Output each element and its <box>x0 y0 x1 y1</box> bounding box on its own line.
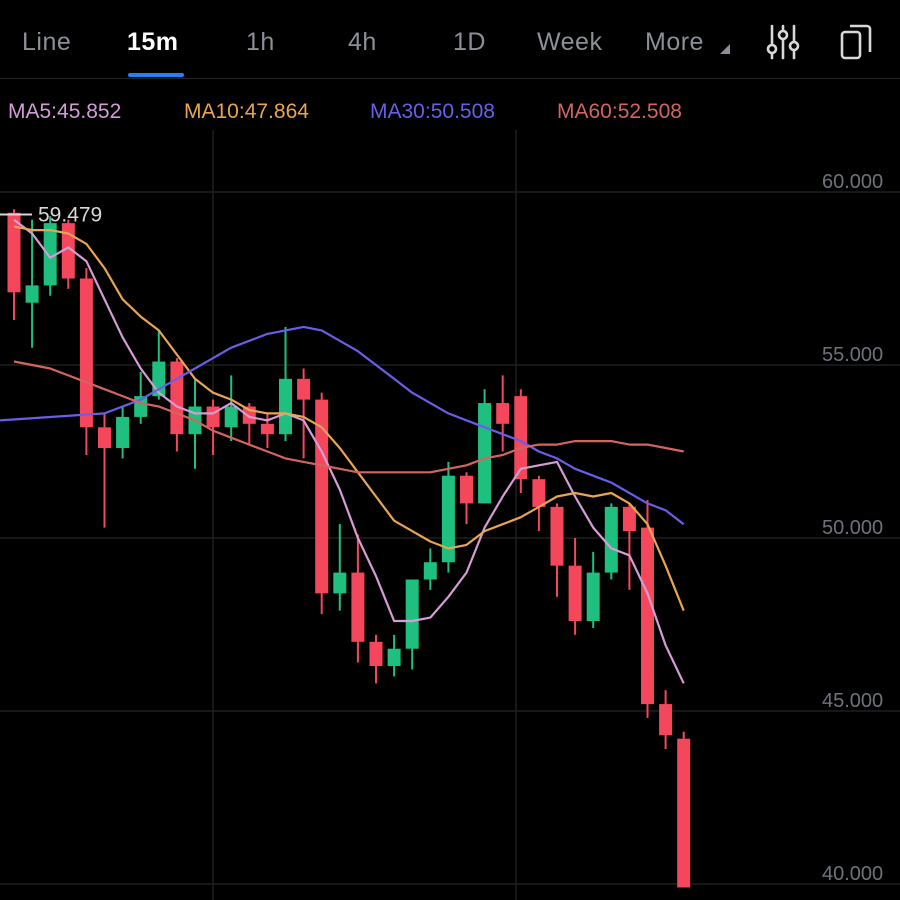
candle-up <box>387 634 401 677</box>
candle-up <box>586 551 600 628</box>
candle-body <box>116 416 130 449</box>
sliders-icon[interactable] <box>763 22 803 62</box>
high-marker-label: 59.479 <box>38 203 102 226</box>
candlestick-chart[interactable]: 60.000 55.000 50.000 45.000 40.000 59.479 <box>0 130 900 900</box>
candle-down <box>568 538 582 635</box>
candles <box>7 209 691 888</box>
candle-body <box>496 403 510 424</box>
candle-body <box>43 223 57 286</box>
candle-down <box>170 358 184 452</box>
candle-down <box>369 634 383 684</box>
candle-body <box>25 285 39 303</box>
candle-body <box>478 403 492 504</box>
candle-down <box>532 475 546 532</box>
candle-body <box>79 278 93 428</box>
candle-down <box>622 503 636 590</box>
candle-down <box>659 690 673 750</box>
candle-down <box>260 413 274 449</box>
candle-body <box>170 361 184 435</box>
ma30-line <box>0 325 685 526</box>
candle-body <box>405 579 419 649</box>
candle-body <box>423 562 437 580</box>
candle-down <box>641 499 654 718</box>
candle-body <box>7 212 21 293</box>
high-marker: 59.479 <box>0 203 102 226</box>
candle-body <box>622 506 636 532</box>
candle-down <box>61 219 75 289</box>
candle-body <box>351 572 365 642</box>
ma-lines <box>0 218 685 684</box>
candle-down <box>98 413 111 528</box>
caret-down-icon <box>720 44 730 54</box>
candle-down <box>297 368 311 459</box>
candle-down <box>79 268 93 455</box>
candle-body <box>641 527 654 705</box>
y-tick-label: 60.000 <box>822 171 883 193</box>
ma-legend: MA5:45.852 MA10:47.864 MA30:50.508 MA60:… <box>0 100 900 126</box>
candle-down <box>496 375 510 452</box>
active-tab-indicator <box>128 73 184 77</box>
candle-up <box>405 579 419 670</box>
rotate-screen-icon[interactable] <box>836 22 876 62</box>
candle-up <box>441 461 455 573</box>
timeframe-tabs: Line 15m 1h 4h 1D Week More <box>0 0 900 78</box>
candle-up <box>478 389 492 504</box>
candle-down <box>460 472 473 525</box>
ma5-label: MA5:45.852 <box>8 100 122 123</box>
tab-4h[interactable]: 4h <box>348 28 377 56</box>
candle-body <box>659 704 673 736</box>
candle-up <box>423 548 437 590</box>
tab-line[interactable]: Line <box>22 28 72 56</box>
tab-week[interactable]: Week <box>537 28 603 56</box>
tabs-divider <box>0 78 900 79</box>
candle-up <box>279 326 292 442</box>
candle-body <box>604 506 618 573</box>
candle-down <box>7 209 21 321</box>
candle-body <box>460 475 473 504</box>
candle-body <box>98 427 111 449</box>
y-tick-label: 50.000 <box>822 517 883 539</box>
candle-body <box>586 572 600 622</box>
ma10-line <box>13 225 685 612</box>
ma5-line <box>13 218 685 684</box>
candle-body <box>61 223 75 279</box>
candle-body <box>550 506 564 566</box>
ma60-label: MA60:52.508 <box>557 100 682 123</box>
candle-body <box>369 641 383 667</box>
candle-body <box>224 406 238 428</box>
candle-body <box>441 475 455 563</box>
tab-1h[interactable]: 1h <box>246 28 275 56</box>
candle-down <box>351 534 365 663</box>
candle-up <box>224 375 238 442</box>
candle-body <box>514 396 528 480</box>
candle-up <box>333 524 347 611</box>
ma30-label: MA30:50.508 <box>370 100 495 123</box>
ma60-line <box>13 360 684 474</box>
candle-body <box>333 572 347 594</box>
candle-body <box>260 423 274 435</box>
candle-body <box>532 479 546 507</box>
y-tick-label: 45.000 <box>822 690 883 712</box>
candle-up <box>25 219 39 348</box>
candle-body <box>677 738 691 888</box>
ma10-label: MA10:47.864 <box>184 100 309 123</box>
candle-up <box>116 406 130 459</box>
candle-body <box>387 648 401 667</box>
candle-body <box>568 565 582 622</box>
candle-down <box>677 731 691 888</box>
candle-down <box>550 503 564 597</box>
y-axis: 60.000 55.000 50.000 45.000 40.000 <box>822 171 883 885</box>
candle-body <box>279 378 292 435</box>
y-tick-label: 40.000 <box>822 863 883 885</box>
candle-up <box>604 503 618 580</box>
tab-15m[interactable]: 15m <box>127 28 179 56</box>
y-tick-label: 55.000 <box>822 344 883 366</box>
tab-more[interactable]: More <box>645 28 704 56</box>
tab-1d[interactable]: 1D <box>453 28 486 56</box>
candle-body <box>297 378 311 400</box>
